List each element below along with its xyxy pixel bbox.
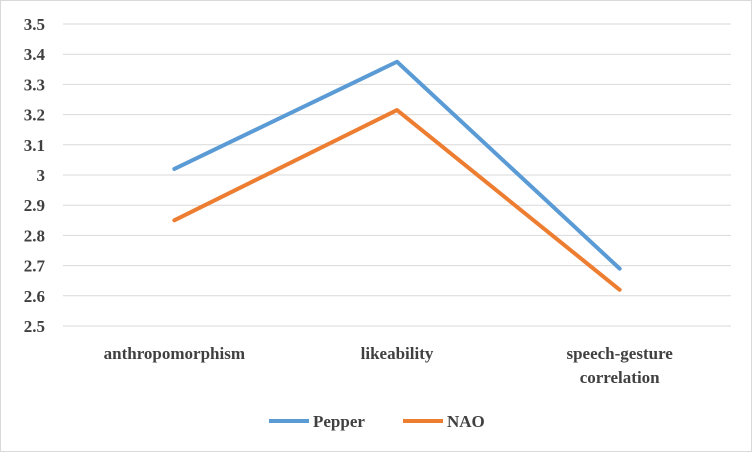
- legend-label-pepper: Pepper: [313, 412, 365, 431]
- y-tick-label: 3: [37, 166, 46, 185]
- y-tick-label: 3.4: [24, 45, 46, 64]
- legend: Pepper NAO: [269, 412, 485, 431]
- y-tick-label: 3.1: [24, 136, 45, 155]
- y-tick-label: 3.2: [24, 106, 45, 125]
- y-tick-label: 2.9: [24, 196, 45, 215]
- y-tick-label: 3.3: [24, 75, 45, 94]
- y-tick-label: 2.8: [24, 226, 45, 245]
- y-tick-label: 2.6: [24, 287, 45, 306]
- x-tick-label: correlation: [580, 368, 660, 387]
- y-axis-ticks: 2.5 2.6 2.7 2.8 2.9 3 3.1 3.2 3.3 3.4 3.5: [24, 15, 46, 336]
- x-tick-label: anthropomorphism: [104, 344, 245, 363]
- y-tick-label: 3.5: [24, 15, 45, 34]
- x-axis-ticks: anthropomorphism likeability speech-gestur…: [104, 344, 674, 387]
- gridlines: [63, 24, 731, 326]
- legend-label-nao: NAO: [447, 412, 485, 431]
- y-tick-label: 2.5: [24, 317, 45, 336]
- x-tick-label: speech-gesture: [566, 344, 673, 363]
- x-tick-label: likeability: [361, 344, 434, 363]
- series-lines: [174, 62, 620, 290]
- y-tick-label: 2.7: [24, 257, 46, 276]
